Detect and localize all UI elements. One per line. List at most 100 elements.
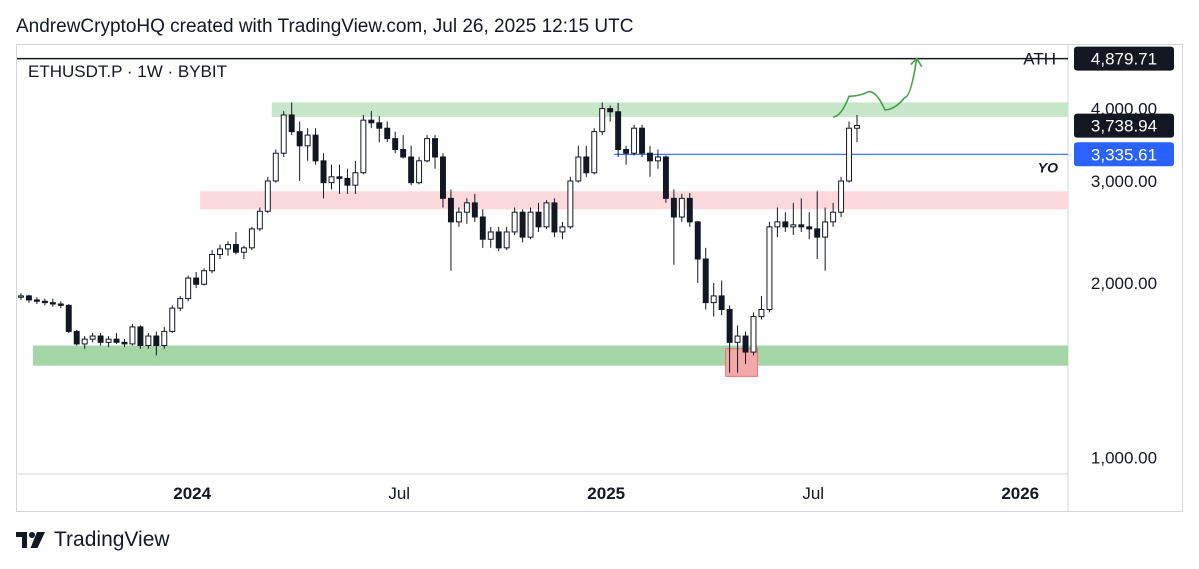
candle-body (360, 119, 367, 174)
hline-label-ath: ATH (1023, 50, 1056, 69)
x-tick-label: 2025 (587, 484, 625, 503)
candle-bullish (567, 176, 574, 229)
candle-body (822, 221, 829, 238)
candle-body (647, 152, 653, 162)
candle-bearish (336, 164, 343, 194)
candle-bullish (511, 207, 518, 236)
candle-body (551, 202, 558, 233)
candle-bearish (726, 305, 733, 373)
candle-bullish (256, 207, 263, 231)
candle-body (479, 216, 486, 240)
candle-bearish (408, 145, 415, 186)
candle-body (105, 338, 112, 343)
candle-body (312, 134, 319, 162)
candle-bullish (264, 176, 271, 214)
candle-body (631, 127, 638, 154)
candle-body (559, 226, 566, 233)
candle-body (185, 277, 192, 300)
candle-bullish (846, 121, 853, 183)
candle-body (830, 211, 837, 223)
candle-body (424, 138, 431, 162)
candle-bullish (18, 293, 24, 300)
candle-bullish (424, 135, 431, 163)
candle-body (463, 202, 470, 213)
candle-body (447, 197, 454, 223)
candle-body (440, 156, 446, 199)
candle-body (65, 304, 72, 332)
candle-bearish (440, 153, 446, 208)
candle-bullish (209, 250, 216, 274)
candle-bullish (710, 283, 717, 317)
candle-body (137, 326, 144, 347)
candle-body (304, 134, 311, 147)
candle-body (623, 148, 630, 154)
candle-bearish (193, 271, 200, 289)
candle-bullish (854, 114, 860, 143)
candle-body (41, 300, 48, 304)
candle-body (495, 231, 502, 249)
candle-body (97, 335, 104, 343)
candle-bearish (65, 303, 72, 333)
candle-bearish (615, 102, 622, 157)
x-tick-label: Jul (388, 484, 410, 503)
candle-bullish (177, 295, 184, 311)
candle-bullish (272, 149, 279, 183)
candle-bullish (750, 312, 757, 356)
candle-bearish (97, 332, 104, 346)
price-label-value: 3,335.61 (1091, 145, 1157, 164)
y-tick-label: 2,000.00 (1091, 274, 1157, 293)
candle-bullish (328, 164, 335, 190)
hline-label-yo: YO (1038, 159, 1058, 175)
price-label-bg (1074, 142, 1174, 167)
zone-support-resistance (200, 191, 1068, 210)
candle-body (686, 197, 693, 223)
price-label-bg (1074, 113, 1174, 138)
candle-body (846, 127, 853, 182)
footer-brand[interactable]: TradingView (16, 528, 170, 552)
candle-body (575, 156, 582, 182)
candle-bullish (225, 241, 231, 256)
candle-bearish (49, 298, 56, 307)
candle-bearish (137, 325, 144, 349)
candle-bearish (519, 209, 526, 243)
candle-body (455, 211, 462, 223)
candle-body (344, 177, 351, 186)
x-tick-label: 2026 (1001, 484, 1039, 503)
candle-body (153, 335, 160, 347)
candle-body (240, 247, 247, 253)
projection-path (833, 58, 918, 118)
candle-body (503, 231, 510, 249)
candle-bullish (145, 332, 152, 349)
candle-bearish (392, 131, 399, 154)
candle-bearish (583, 145, 590, 177)
candle-body (814, 228, 821, 238)
candle-bullish (575, 145, 582, 183)
candle-body (225, 244, 231, 250)
candle-body (750, 316, 757, 353)
candle-bullish (280, 111, 287, 157)
candle-body (710, 295, 717, 304)
candle-body (49, 302, 56, 305)
candle-bearish (41, 298, 48, 306)
chart-header-title: AndrewCryptoHQ created with TradingView.… (16, 16, 634, 37)
symbol-interval-exchange[interactable]: ETHUSDT.P · 1W · BYBIT (28, 62, 227, 81)
candle-body (782, 221, 789, 228)
candle-bullish (217, 244, 224, 260)
candle-body (57, 303, 64, 306)
candle-bullish (185, 275, 192, 302)
candle-bullish (678, 193, 685, 222)
candle-body (583, 156, 590, 174)
candle-body (177, 298, 184, 309)
candle-bearish (694, 220, 701, 284)
candle-body (639, 127, 645, 154)
price-label: 3,738.94 (1074, 113, 1174, 138)
candle-bearish (384, 121, 391, 143)
projection-arrowhead (910, 57, 923, 67)
candle-bearish (57, 301, 64, 309)
candle-body (352, 172, 359, 186)
price-label: 4,879.71 (1074, 46, 1174, 71)
candle-bearish (344, 168, 351, 194)
candle-bullish (129, 323, 136, 346)
candle-body (161, 330, 168, 347)
